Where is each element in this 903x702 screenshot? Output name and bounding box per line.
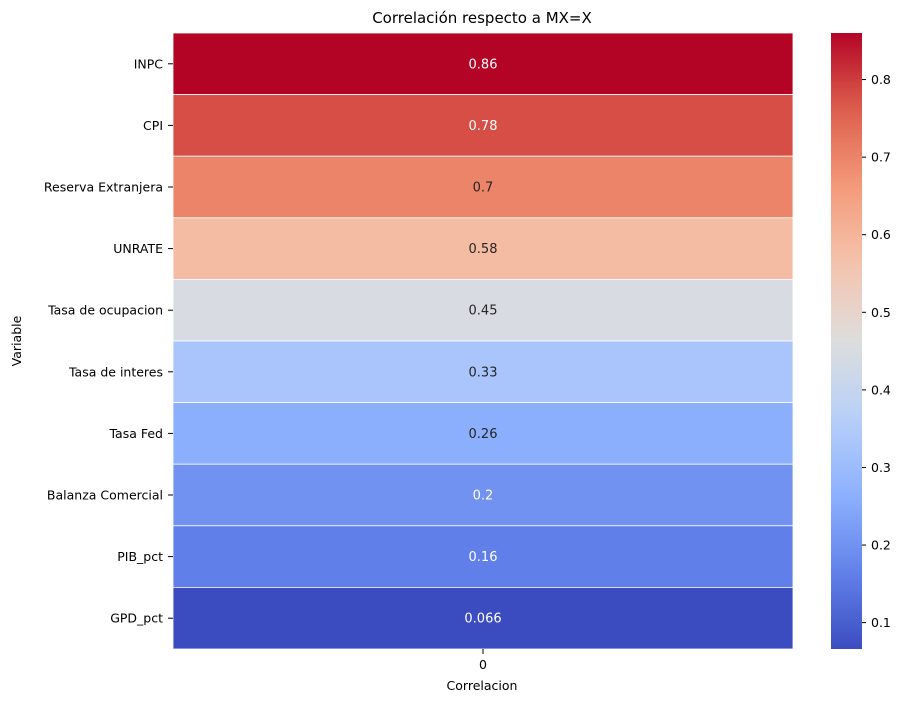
- cell-value-label: 0.58: [469, 242, 498, 257]
- colorbar-tick-label: 0.7: [871, 150, 891, 165]
- cell-value-label: 0.26: [469, 427, 498, 442]
- heatmap-cell: [172, 340, 794, 403]
- heatmap-cell: [172, 587, 794, 650]
- x-axis-label: Correlacion: [447, 678, 518, 693]
- heatmap-cells: [172, 32, 794, 650]
- y-axis-label: Variable: [9, 315, 24, 366]
- y-tick-label: Balanza Comercial: [47, 488, 163, 503]
- chart-title: Correlación respecto a MX=X: [372, 9, 592, 27]
- cell-value-label: 0.16: [469, 550, 498, 565]
- cell-value-label: 0.45: [469, 304, 498, 319]
- heatmap-cell: [172, 94, 794, 157]
- x-axis: 0: [479, 649, 487, 672]
- heatmap-cell-labels: 0.86 0.78 0.7 0.58 0.45 0.33 0.26 0.2 0.16 0.066: [464, 57, 501, 626]
- heatmap-cell: [172, 155, 794, 219]
- y-tick-label: UNRATE: [113, 241, 163, 256]
- heatmap-cell: [172, 463, 794, 527]
- y-tick-label: Tasa Fed: [108, 426, 163, 441]
- colorbar-tick-label: 0.5: [871, 305, 891, 320]
- colorbar-tick-label: 0.3: [871, 460, 891, 475]
- heatmap-cell: [172, 217, 794, 280]
- y-tick-label: Tasa de interes: [68, 364, 163, 379]
- colorbar-tick-label: 0.2: [871, 538, 891, 553]
- colorbar-ticks: 0.1 0.2 0.3 0.4 0.5 0.6 0.7 0.8: [862, 72, 891, 630]
- heatmap-cell: [172, 32, 794, 95]
- y-axis: INPC CPI Reserva Extranjera UNRATE Tasa de o…: [44, 56, 173, 626]
- colorbar-tick-label: 0.6: [871, 227, 891, 242]
- colorbar: [831, 33, 862, 649]
- cell-value-label: 0.7: [473, 181, 494, 196]
- colorbar-tick-label: 0.4: [871, 382, 891, 397]
- cell-value-label: 0.2: [473, 489, 494, 504]
- y-tick-label: Tasa de ocupacion: [47, 303, 163, 318]
- heatmap-cell: [172, 278, 794, 342]
- y-tick-label: Reserva Extranjera: [44, 180, 163, 195]
- y-tick-label: CPI: [143, 118, 163, 133]
- cell-value-label: 0.066: [464, 612, 501, 627]
- y-tick-label: GPD_pct: [110, 611, 163, 626]
- colorbar-tick-label: 0.8: [871, 72, 891, 87]
- y-tick-label: INPC: [134, 56, 164, 71]
- colorbar-tick-label: 0.1: [871, 615, 891, 630]
- cell-value-label: 0.86: [469, 57, 498, 72]
- cell-value-label: 0.78: [469, 119, 498, 134]
- y-tick-label: PIB_pct: [117, 549, 163, 564]
- cell-value-label: 0.33: [469, 365, 498, 380]
- x-tick-label: 0: [479, 657, 487, 672]
